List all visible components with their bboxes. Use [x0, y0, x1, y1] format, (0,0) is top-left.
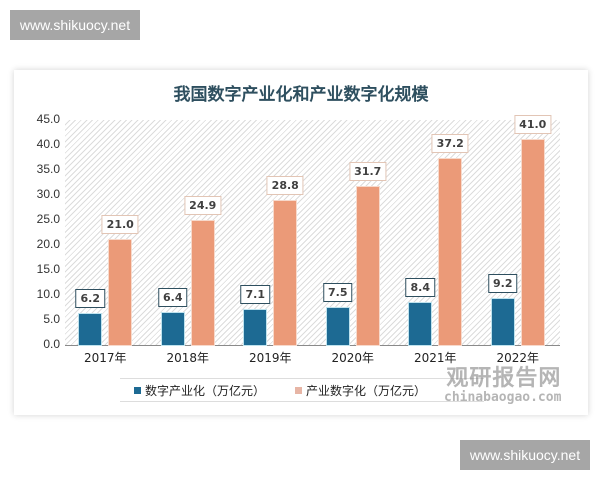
legend-item-series2: 产业数字化（万亿元）	[295, 382, 426, 399]
source-watermark: 观研报告网 chinabaogao.com	[444, 360, 561, 405]
data-label: 41.0	[514, 115, 552, 134]
bar-digital-industrialization	[160, 312, 185, 346]
data-label: 21.0	[101, 215, 139, 234]
y-tick-label: 30.0	[36, 187, 60, 201]
bar-digital-industrialization	[490, 298, 515, 346]
x-tick-label: 2022年	[496, 351, 540, 365]
x-tick-label: 2018年	[166, 351, 210, 365]
bar-industrial-digitalization	[355, 185, 380, 346]
x-tick-label: 2019年	[248, 351, 292, 365]
bar-digital-industrialization	[243, 308, 268, 346]
data-label: 7.5	[323, 282, 353, 302]
y-tick-label: 10.0	[36, 287, 60, 301]
x-tick-label: 2021年	[413, 351, 457, 365]
y-tick-label: 45.0	[36, 112, 60, 126]
legend-item-series1: 数字产业化（万亿元）	[134, 382, 265, 399]
y-tick-label: 35.0	[36, 162, 60, 176]
data-label: 31.7	[349, 161, 387, 181]
data-label: 6.2	[75, 289, 105, 308]
bar-industrial-digitalization	[273, 200, 298, 346]
data-label: 37.2	[431, 134, 469, 153]
bar-industrial-digitalization	[520, 139, 545, 346]
data-label: 28.8	[266, 176, 304, 195]
data-label: 7.1	[240, 284, 270, 304]
chart-card: 我国数字产业化和产业数字化规模 45.0 40.0 35.0 30.0 25.0 20.0…	[14, 70, 588, 415]
x-tick-label: 2020年	[331, 351, 375, 365]
bar-industrial-digitalization	[108, 239, 133, 346]
y-tick-label: 15.0	[36, 262, 60, 276]
data-label: 6.4	[158, 288, 188, 307]
plot-area	[65, 120, 560, 346]
legend-swatch-blue-icon	[134, 386, 141, 394]
legend-swatch-orange-icon	[295, 386, 303, 394]
data-label: 8.4	[405, 278, 435, 297]
watermark-top: www.shikuocy.net	[10, 10, 140, 40]
legend: 数字产业化（万亿元） 产业数字化（万亿元）	[120, 378, 484, 402]
y-tick-label: 40.0	[36, 137, 60, 151]
data-label: 24.9	[184, 195, 222, 215]
data-label: 9.2	[488, 274, 518, 293]
bar-industrial-digitalization	[190, 219, 215, 346]
y-tick-label: 25.0	[36, 212, 60, 226]
chart-title: 我国数字产业化和产业数字化规模	[173, 85, 429, 105]
y-tick-label: 0.0	[43, 337, 60, 351]
y-tick-label: 5.0	[43, 312, 60, 326]
legend-label-series2: 产业数字化（万亿元）	[306, 383, 427, 398]
bar-digital-industrialization	[325, 306, 350, 346]
legend-label-series1: 数字产业化（万亿元）	[145, 383, 266, 398]
source-watermark-en: chinabaogao.com	[444, 390, 562, 405]
bar-digital-industrialization	[78, 313, 103, 346]
bar-digital-industrialization	[408, 302, 433, 346]
bar-industrial-digitalization	[438, 158, 463, 346]
y-tick-label: 20.0	[36, 237, 60, 251]
source-watermark-cn: 观研报告网	[446, 366, 562, 391]
x-tick-label: 2017年	[83, 351, 127, 365]
watermark-bottom: www.shikuocy.net	[460, 440, 590, 470]
